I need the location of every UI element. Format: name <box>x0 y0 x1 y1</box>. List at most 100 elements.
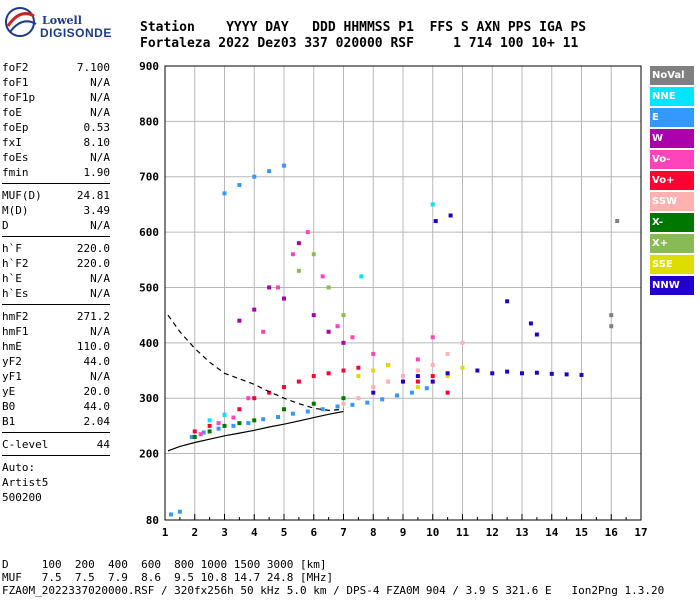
y-tick-label: 700 <box>139 171 159 184</box>
x-tick-label: 13 <box>515 526 528 539</box>
param-label: M(D) <box>2 204 29 217</box>
echo-point-vo- <box>246 396 251 401</box>
param-value: 2.04 <box>83 415 111 428</box>
echo-point-ssw <box>460 340 465 345</box>
legend-entry: Vo+ <box>650 171 694 190</box>
y-axis-ticks: 80 200 300 400 500 600 700 800 900 <box>139 60 159 527</box>
scaled-parameters-panel: foF2 7.100 foF1 N/A foF1p N/A foE N/A foEp 0.53 fx… <box>2 60 110 505</box>
param-label: foF2 <box>2 61 29 74</box>
echo-point-e <box>177 509 182 514</box>
ionogram-chart: 1 2 3 4 5 6 7 8 9 10 11 12 13 14 15 16 17 80200300400500… <box>139 60 648 539</box>
logo-text-digisonde: DIGISONDE <box>40 26 112 40</box>
echo-point-nnw <box>534 370 539 375</box>
y-tick-label: 300 <box>139 392 159 405</box>
param-value: 44 <box>96 438 110 451</box>
param-value: 0.53 <box>83 121 111 134</box>
param-label: h`Es <box>2 287 29 300</box>
echo-point-vo- <box>415 357 420 362</box>
param-value: N/A <box>90 370 110 383</box>
param-label: foEp <box>2 121 29 134</box>
echo-point-x- <box>207 429 212 434</box>
param-value: N/A <box>90 76 110 89</box>
legend-entry: X+ <box>650 234 694 253</box>
echo-point-w <box>282 296 286 301</box>
echo-point-ssw <box>341 401 346 406</box>
param-row: foF2 7.100 <box>2 60 110 75</box>
echo-point-nne <box>430 202 435 207</box>
echo-point-vo- <box>415 379 420 384</box>
echo-point-vo- <box>261 329 266 334</box>
echo-point-nnw <box>579 372 584 377</box>
x-tick-label: 11 <box>456 526 470 539</box>
echo-point-vo- <box>445 390 450 395</box>
echo-point-vo- <box>320 274 325 279</box>
echo-point-e <box>320 407 325 412</box>
param-row: foEs N/A <box>2 150 110 165</box>
echo-point-x- <box>192 434 197 439</box>
param-row: h`Es N/A <box>2 286 110 301</box>
param-label: h`F <box>2 242 22 255</box>
y-tick-label: 80 <box>146 514 159 527</box>
autoscaling-info: Auto: Artist5 500200 <box>2 460 110 505</box>
echo-point-e <box>290 411 295 416</box>
echo-point-e <box>267 169 272 174</box>
param-value: N/A <box>90 151 110 164</box>
polarization-legend: NoVal NNE E W Vo- Vo+ SSW X- X+ SSE NNW <box>650 66 694 297</box>
param-row: yF2 44.0 <box>2 354 110 369</box>
footer-muf-row: MUF 7.5 7.5 7.9 8.6 9.5 10.8 14.7 24.8 [… <box>2 571 334 584</box>
param-value: N/A <box>90 91 110 104</box>
echo-point-w <box>341 340 346 345</box>
param-value: 20.0 <box>83 385 111 398</box>
station-header: Station YYYY DAY DDD HHMMSS P1 FFS S AXN… <box>140 20 660 52</box>
echo-point-e <box>305 409 310 414</box>
legend-entry: SSW <box>650 192 694 211</box>
echo-point-ssw <box>445 351 450 356</box>
param-value: N/A <box>90 219 110 232</box>
echo-point-e <box>261 417 266 422</box>
param-divider <box>2 304 110 305</box>
echo-point-e <box>380 397 385 402</box>
param-row: hmE 110.0 <box>2 339 110 354</box>
param-value: 220.0 <box>76 242 110 255</box>
param-row: B0 44.0 <box>2 399 110 414</box>
echo-point-nnw <box>371 390 376 395</box>
x-tick-label: 4 <box>251 526 258 539</box>
echo-point-x- <box>222 423 227 428</box>
param-label: fmin <box>2 166 29 179</box>
y-tick-label: 400 <box>139 337 159 350</box>
param-value: 7.100 <box>76 61 110 74</box>
echo-point-e <box>335 404 340 409</box>
param-row: MUF(D) 24.81 <box>2 188 110 203</box>
param-divider <box>2 183 110 184</box>
echo-point-vo- <box>326 371 331 376</box>
echo-point-vo- <box>267 390 272 395</box>
logo-swirl-icon <box>5 7 37 37</box>
param-row: foF1p N/A <box>2 90 110 105</box>
chart-profile-lines <box>167 314 344 452</box>
echo-point-w <box>311 313 316 318</box>
echo-point-e <box>216 426 221 431</box>
y-tick-label: 800 <box>139 115 159 128</box>
param-row: hmF1 N/A <box>2 324 110 339</box>
footer-file-info: FZA0M_2022337020000.RSF / 320fx256h 50 k… <box>2 584 665 597</box>
echo-point-x- <box>311 252 316 257</box>
chart-echo-points <box>168 163 620 517</box>
param-label: D <box>2 219 9 232</box>
echo-point-nne <box>359 274 364 279</box>
legend-entry: Vo- <box>650 150 694 169</box>
param-row: yF1 N/A <box>2 369 110 384</box>
echo-point-vo- <box>341 368 346 373</box>
param-value: 1.90 <box>83 166 111 179</box>
param-label: yF1 <box>2 370 22 383</box>
echo-point-e <box>424 386 429 391</box>
param-label: hmF2 <box>2 310 29 323</box>
echo-point-x- <box>326 285 331 290</box>
x-tick-label: 7 <box>340 526 347 539</box>
echo-point-nnw <box>415 374 420 379</box>
param-value: 44.0 <box>83 355 111 368</box>
echo-point-ssw <box>430 362 435 367</box>
echo-point-sse <box>356 374 361 379</box>
echo-point-vo- <box>276 285 281 290</box>
echo-point-vo- <box>305 230 310 235</box>
param-row: foEp 0.53 <box>2 120 110 135</box>
